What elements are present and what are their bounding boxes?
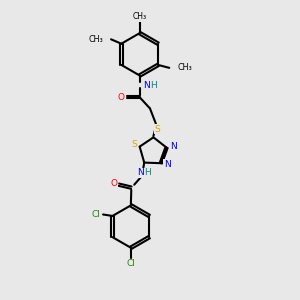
Text: Cl: Cl [126, 260, 135, 268]
Text: CH₃: CH₃ [88, 35, 103, 44]
Text: CH₃: CH₃ [178, 63, 192, 72]
Text: Cl: Cl [91, 210, 100, 219]
Text: H: H [151, 81, 157, 90]
Text: S: S [131, 140, 137, 149]
Text: O: O [110, 179, 117, 188]
Text: N: N [169, 142, 176, 151]
Text: S: S [154, 124, 160, 134]
Text: O: O [118, 93, 125, 102]
Text: CH₃: CH₃ [133, 12, 147, 21]
Text: N: N [164, 160, 171, 169]
Text: H: H [144, 168, 151, 177]
Text: N: N [143, 81, 149, 90]
Text: N: N [137, 168, 144, 177]
